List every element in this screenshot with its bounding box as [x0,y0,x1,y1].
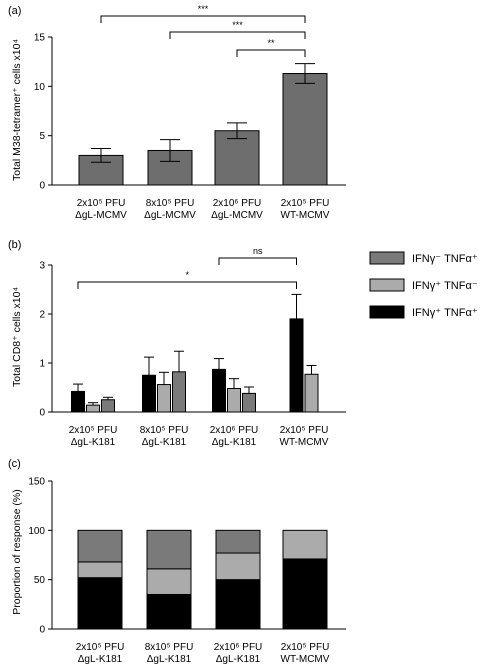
panel-c-label: (c) [8,458,21,470]
legend-label-ifng-neg-tnfa-pos: IFNγ⁻ TNFα⁺ [412,253,478,265]
stacked-bar-segment [146,593,192,630]
bar [212,368,226,413]
bar [101,399,115,413]
stacked-bar-segment [77,561,123,579]
y-tick-label: 0 [39,408,45,419]
significance-label: *** [232,20,243,30]
stacked-bar-segment [282,558,328,630]
x-tick-label-strain: ΔgL-K181 [212,437,257,448]
bar [282,73,328,186]
legend-label-ifng-pos-tnfa-neg: IFNγ⁺ TNFα⁻ [412,280,478,292]
x-tick-label-dose: 2x10⁶ PFU [214,642,263,653]
y-tick-label: 0 [39,625,45,636]
y-tick-label: 15 [34,33,46,44]
legend: IFNγ⁻ TNFα⁺ IFNγ⁺ TNFα⁻ IFNγ⁺ TNFα⁺ [369,251,478,319]
panel-a-label: (a) [8,5,21,17]
x-tick-label-strain: ΔgL-MCMV [211,210,263,221]
panel-c: (c) Proportion of response (%) 0 50 100 150… [8,458,346,665]
x-tick-label-strain: WT-MCMV [280,437,329,448]
significance-label: ** [267,38,275,48]
legend-swatch-ifng-pos-tnfa-pos [369,305,405,319]
x-tick-label-strain: ΔgL-MCMV [75,210,127,221]
y-tick-label: 3 [39,261,45,272]
x-tick-label-strain: ΔgL-MCMV [144,210,196,221]
panel-c-ylabel: Proportion of response (%) [11,489,23,614]
x-tick-label-dose: 8x10⁵ PFU [140,425,189,436]
stacked-bar-segment [146,568,192,595]
significance-label: ns [253,246,263,256]
stacked-bar-segment [215,579,261,630]
y-tick-label: 10 [34,82,46,93]
bar [227,387,241,413]
panel-a: (a) Total M38-tetramer⁺ cells x10⁴ 0 5 10 1… [8,4,346,221]
bar [157,384,171,413]
significance-bracket [77,281,297,289]
panel-b-label: (b) [8,239,21,251]
x-tick-label-strain: ΔgL-K181 [216,654,261,665]
x-tick-label-dose: 8x10⁵ PFU [146,198,195,209]
x-tick-label-strain: ΔgL-K181 [147,654,192,665]
x-tick-label-strain: WT-MCMV [281,210,330,221]
legend-label-ifng-pos-tnfa-pos: IFNγ⁺ TNFα⁺ [412,307,478,319]
x-tick-label-dose: 8x10⁵ PFU [145,642,194,653]
x-tick-label-dose: 2x10⁵ PFU [69,425,118,436]
x-tick-label-dose: 2x10⁵ PFU [280,425,329,436]
stacked-bar-segment [282,529,328,560]
x-tick-label-strain: WT-MCMV [281,654,330,665]
stacked-bar-segment [215,552,261,581]
stacked-bar-segment [215,529,261,554]
panel-b-ylabel: Total CD8⁺ cells x10⁴ [11,287,23,387]
x-tick-label-dose: 2x10⁵ PFU [77,198,126,209]
bar [71,390,85,413]
legend-swatch-ifng-neg-tnfa-pos [369,251,405,265]
bar [172,371,186,413]
legend-swatch-ifng-pos-tnfa-neg [369,278,405,292]
x-tick-label-strain: ΔgL-K181 [142,437,187,448]
significance-bracket [236,49,306,57]
y-tick-label: 1 [39,359,45,370]
x-tick-label-dose: 2x10⁵ PFU [76,642,125,653]
y-tick-label: 2 [39,310,45,321]
significance-bracket [169,31,306,39]
y-tick-label: 0 [39,181,45,192]
bar [242,392,256,413]
significance-label: * [185,270,189,280]
significance-bracket [100,15,306,23]
bar [289,318,304,413]
stacked-bar-segment [77,577,123,630]
bar [142,374,156,413]
significance-bracket [218,257,297,265]
y-tick-label: 100 [28,526,45,537]
significance-label: *** [198,4,209,14]
panel-a-ylabel: Total M38-tetramer⁺ cells x10⁴ [11,39,23,181]
x-tick-label-strain: ΔgL-K181 [71,437,116,448]
y-tick-label: 150 [28,477,45,488]
x-tick-label-dose: 2x10⁶ PFU [210,425,259,436]
bar [86,404,100,413]
stacked-bar-segment [77,529,123,563]
y-tick-label: 5 [39,131,45,142]
x-tick-label-strain: ΔgL-K181 [78,654,123,665]
bar [304,373,319,413]
stacked-bar-segment [146,529,192,570]
x-tick-label-dose: 2x10⁵ PFU [281,642,330,653]
x-tick-label-dose: 2x10⁶ PFU [213,198,262,209]
y-tick-label: 50 [34,575,46,586]
x-tick-label-dose: 2x10⁵ PFU [281,198,330,209]
